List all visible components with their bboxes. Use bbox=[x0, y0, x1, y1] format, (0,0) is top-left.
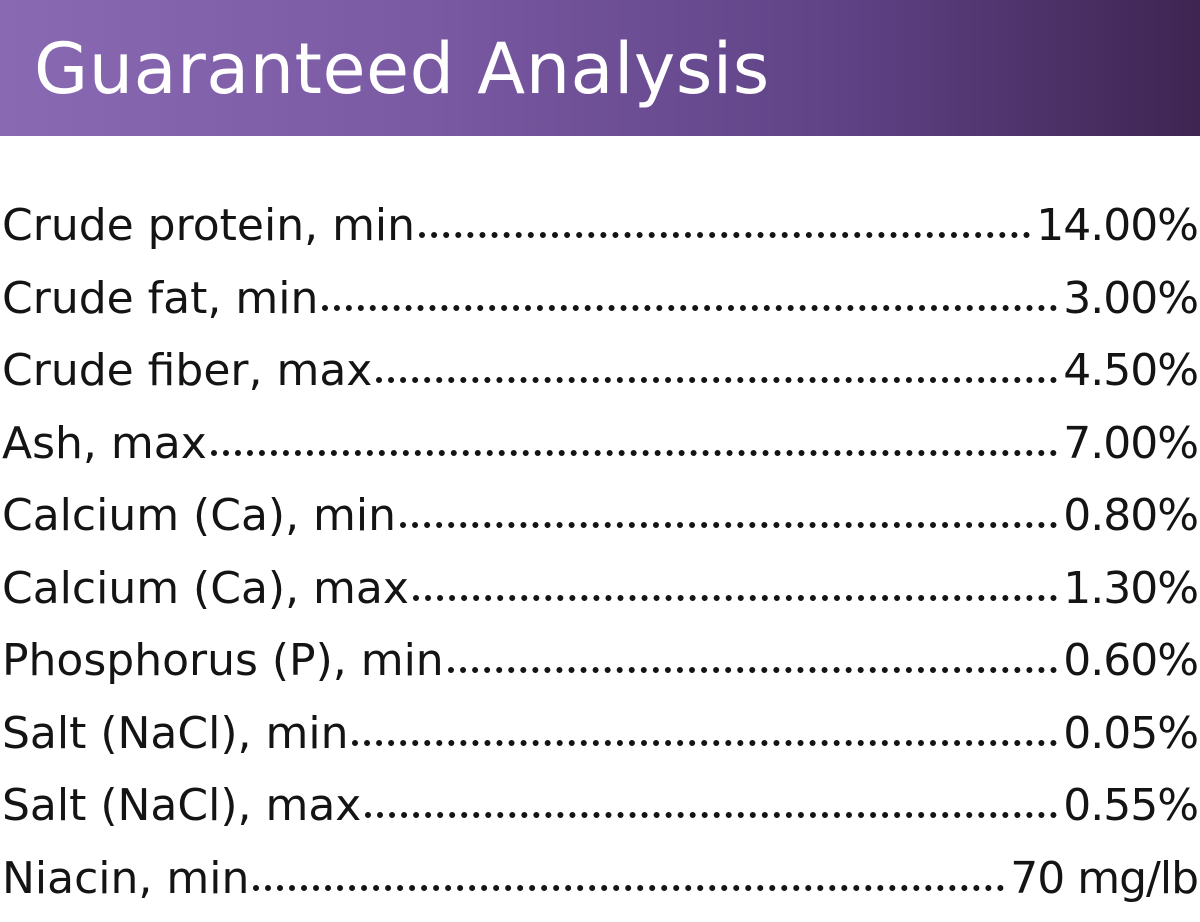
analysis-row-label: Crude protein, min bbox=[2, 200, 416, 251]
analysis-row: Calcium (Ca), max 1.30% bbox=[0, 553, 1200, 626]
dot-leader bbox=[322, 295, 1058, 311]
title-banner: Guaranteed Analysis bbox=[0, 0, 1200, 136]
dot-leader bbox=[419, 222, 1031, 238]
analysis-row-value: 7.00% bbox=[1063, 417, 1199, 469]
dot-leader bbox=[412, 585, 1058, 601]
dot-leader bbox=[447, 657, 1058, 673]
analysis-row-value: 0.60% bbox=[1063, 635, 1199, 686]
analysis-row: Calcium (Ca), min 0.80% bbox=[0, 480, 1200, 553]
guaranteed-analysis-list: Crude protein, min 14.00% Crude fat, min… bbox=[0, 190, 1200, 915]
analysis-row-label: Calcium (Ca), min bbox=[2, 490, 397, 541]
analysis-row-value: 1.30% bbox=[1063, 562, 1199, 614]
analysis-row-label: Crude fiber, max bbox=[2, 345, 373, 396]
analysis-row-label: Salt (NaCl), max bbox=[2, 780, 362, 831]
analysis-row-label: Niacin, min bbox=[2, 852, 250, 904]
dot-leader bbox=[352, 730, 1058, 746]
analysis-row-label: Calcium (Ca), max bbox=[2, 562, 409, 614]
analysis-row-value: 0.05% bbox=[1063, 707, 1199, 759]
analysis-row-label: Crude fat, min bbox=[2, 272, 319, 324]
analysis-row: Crude fiber, max 4.50% bbox=[0, 335, 1200, 408]
page-title: Guaranteed Analysis bbox=[34, 28, 770, 110]
analysis-row: Salt (NaCl), min 0.05% bbox=[0, 698, 1200, 771]
dot-leader bbox=[365, 802, 1058, 818]
analysis-row-value: 70 mg/lb bbox=[1010, 852, 1199, 904]
dot-leader bbox=[376, 367, 1058, 383]
analysis-row: Crude protein, min 14.00% bbox=[0, 190, 1200, 263]
analysis-row-value: 14.00% bbox=[1036, 200, 1199, 251]
analysis-row-value: 0.55% bbox=[1063, 780, 1199, 831]
analysis-row-value: 3.00% bbox=[1063, 272, 1199, 324]
analysis-row: Salt (NaCl), max 0.55% bbox=[0, 770, 1200, 843]
analysis-row: Niacin, min 70 mg/lb bbox=[0, 843, 1200, 916]
dot-leader bbox=[210, 440, 1058, 456]
analysis-row-label: Salt (NaCl), min bbox=[2, 707, 349, 759]
analysis-row: Crude fat, min 3.00% bbox=[0, 263, 1200, 336]
dot-leader bbox=[400, 512, 1058, 528]
analysis-row-label: Ash, max bbox=[2, 417, 207, 469]
analysis-row-label: Phosphorus (P), min bbox=[2, 635, 444, 686]
analysis-row-value: 4.50% bbox=[1063, 345, 1199, 396]
analysis-row-value: 0.80% bbox=[1063, 490, 1199, 541]
dot-leader bbox=[253, 875, 1005, 891]
analysis-row: Ash, max 7.00% bbox=[0, 408, 1200, 481]
analysis-row: Phosphorus (P), min 0.60% bbox=[0, 625, 1200, 698]
